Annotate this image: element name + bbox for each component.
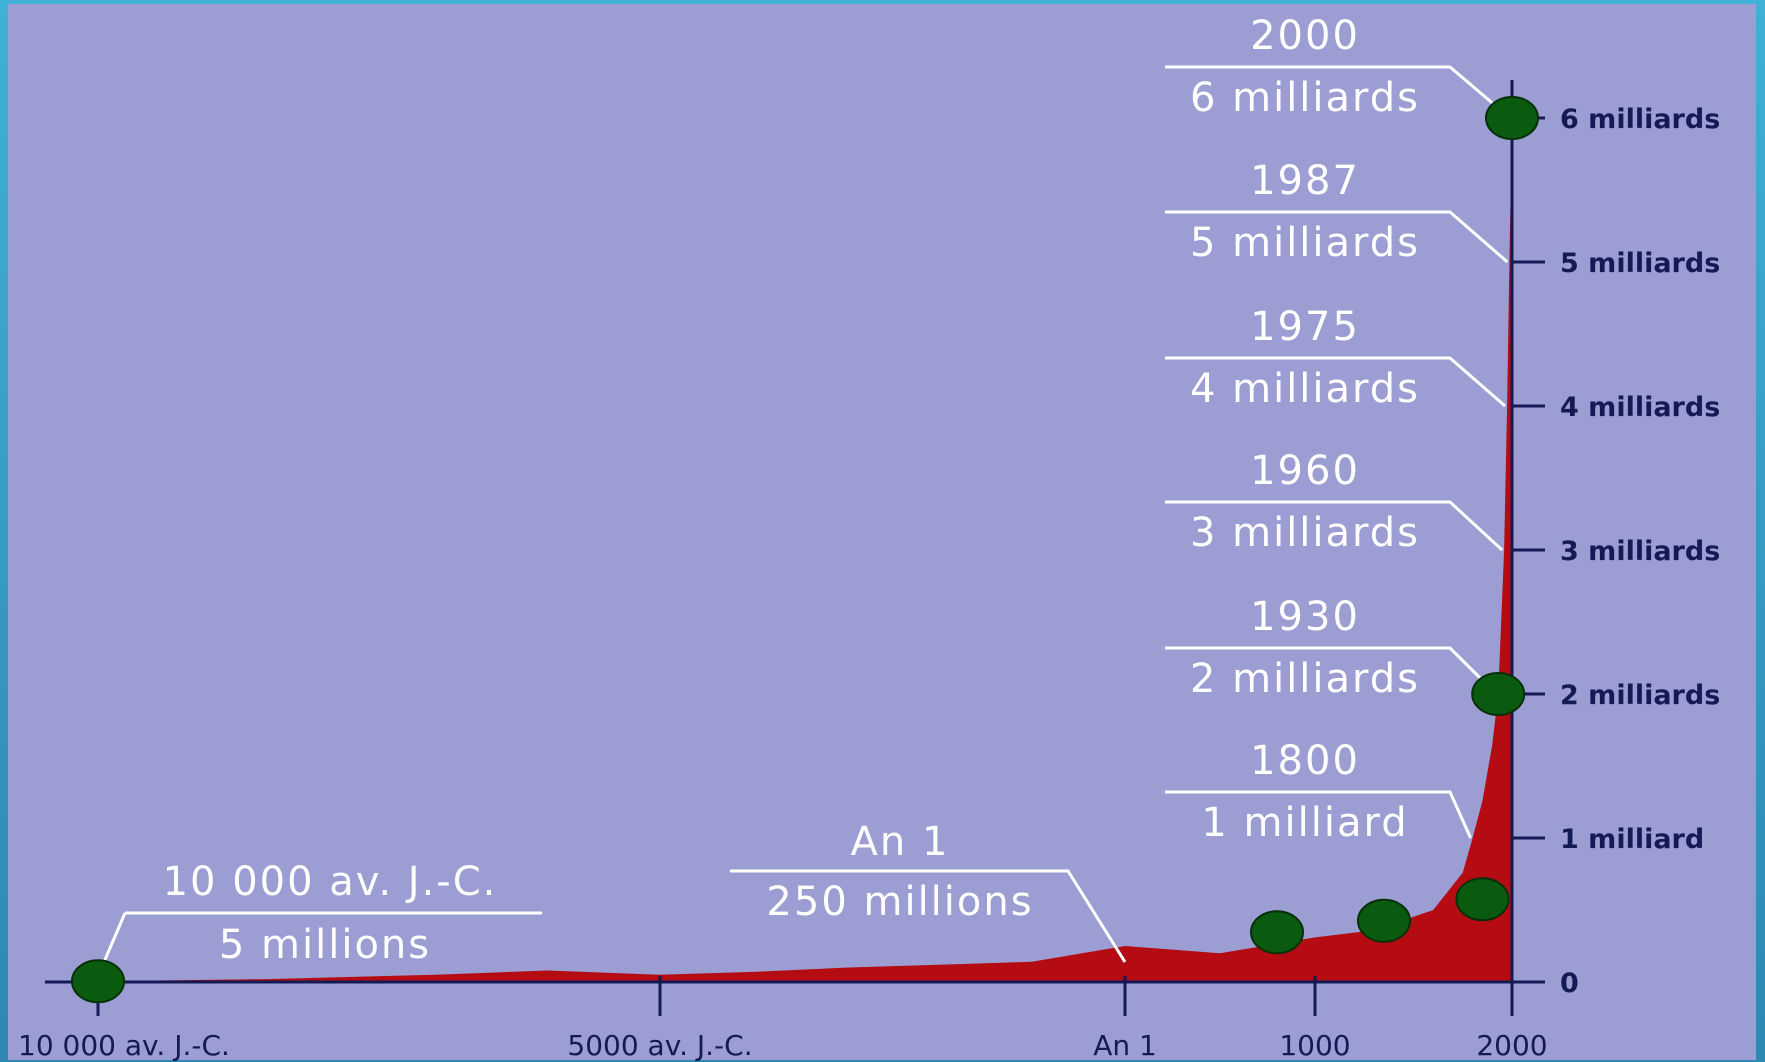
- y-tick-label: 4 milliards: [1560, 392, 1720, 423]
- annotation-value-label: 1 milliard: [1201, 800, 1408, 846]
- y-tick-label: 2 milliards: [1560, 680, 1720, 711]
- annotation-value-label: 4 milliards: [1190, 366, 1420, 412]
- data-marker: [1471, 672, 1526, 716]
- x-tick-label: An 1: [1093, 1029, 1157, 1062]
- annotation-year-label: 1987: [1250, 158, 1360, 204]
- x-tick-label: 1000: [1279, 1029, 1350, 1062]
- annotation-leader-line: [1165, 356, 1507, 408]
- annotation-year-label: 10 000 av. J.-C.: [163, 859, 498, 905]
- data-marker: [71, 959, 125, 1004]
- annotation-value-label: 3 milliards: [1190, 510, 1420, 556]
- annotation-value-label: 5 milliards: [1190, 220, 1420, 266]
- annotation-leader-line: [1165, 65, 1511, 120]
- annotation-year-label: 1960: [1250, 448, 1360, 494]
- annotation-year-label: 1800: [1250, 738, 1360, 784]
- x-tick-label: 10 000 av. J.-C.: [18, 1029, 230, 1062]
- y-tick-label: 0: [1560, 968, 1579, 999]
- annotation-year-label: An 1: [851, 819, 950, 865]
- annotation-leader-line: [102, 912, 127, 963]
- x-tick-label: 5000 av. J.-C.: [567, 1029, 752, 1062]
- y-tick-label: 5 milliards: [1560, 248, 1720, 279]
- data-marker: [1485, 96, 1539, 140]
- annotation-year-label: 1930: [1250, 594, 1360, 640]
- annotation-leader-line: [1165, 500, 1504, 552]
- data-marker: [1455, 877, 1510, 922]
- y-tick-label: 1 milliard: [1560, 824, 1704, 855]
- annotation-leader-line: [730, 869, 1127, 963]
- annotation-value-label: 5 millions: [219, 922, 431, 968]
- annotation-leader-line: [1165, 210, 1509, 264]
- annotation-year-label: 1975: [1250, 304, 1360, 350]
- annotation-value-label: 6 milliards: [1190, 75, 1420, 121]
- annotation-leader-line: [1165, 790, 1472, 839]
- annotation-value-label: 2 milliards: [1190, 656, 1420, 702]
- data-marker: [1357, 898, 1411, 943]
- y-tick-label: 3 milliards: [1560, 536, 1720, 567]
- x-tick-label: 2000: [1476, 1029, 1547, 1062]
- data-marker: [1250, 910, 1304, 955]
- y-tick-label: 6 milliards: [1560, 104, 1720, 135]
- annotation-value-label: 250 millions: [766, 879, 1033, 925]
- annotation-year-label: 2000: [1250, 13, 1360, 59]
